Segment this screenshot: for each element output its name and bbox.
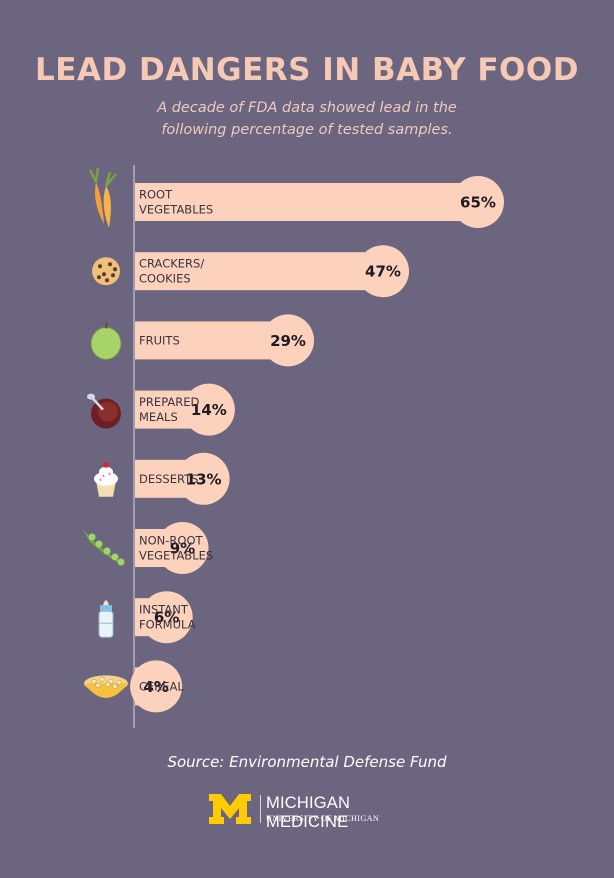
category-label: VEGETABLES bbox=[139, 549, 213, 563]
pea-pod-icon bbox=[82, 528, 126, 566]
bowl-soup bbox=[98, 401, 118, 422]
bottle-body bbox=[98, 610, 114, 638]
apple-icon bbox=[90, 322, 122, 360]
subtitle-line-1: A decade of FDA data showed lead in the bbox=[157, 100, 457, 116]
category-label: PREPARED bbox=[139, 395, 200, 409]
cereal-piece bbox=[105, 681, 111, 687]
apple-stem bbox=[105, 322, 108, 329]
category-label: FRUITS bbox=[139, 333, 180, 347]
category-label: CEREAL bbox=[139, 679, 184, 693]
spoon-head bbox=[87, 393, 95, 400]
carrot-icon bbox=[88, 167, 117, 228]
carrot-leaves bbox=[88, 167, 117, 187]
cupcake-frosting bbox=[94, 471, 118, 486]
cupcake-sprinkles bbox=[99, 472, 111, 482]
bar-end-circle bbox=[130, 660, 183, 713]
source-note: Source: Environmental Defense Fund bbox=[167, 753, 447, 771]
value-label: 4% bbox=[143, 678, 168, 696]
spoon-handle bbox=[91, 396, 104, 411]
bar-end-circle bbox=[156, 522, 209, 574]
value-label: 14% bbox=[191, 401, 227, 419]
category-label: ROOT bbox=[139, 188, 173, 202]
bar-end-circle bbox=[140, 591, 193, 644]
category-label: NON-ROOT bbox=[139, 534, 204, 548]
pea bbox=[95, 540, 103, 548]
cookie-chip bbox=[111, 273, 115, 278]
cereal-piece bbox=[112, 683, 118, 689]
pea bbox=[88, 533, 96, 541]
michigan-medicine-logo: MICHIGAN MEDICINE UNIVERSITY OF MICHIGAN bbox=[208, 793, 408, 831]
bar bbox=[135, 183, 478, 221]
cookie-chip bbox=[98, 264, 102, 269]
cereal-piece bbox=[95, 682, 101, 688]
value-label: 29% bbox=[270, 332, 306, 350]
logo-subtitle: UNIVERSITY OF MICHIGAN bbox=[266, 814, 380, 823]
pea bbox=[103, 547, 111, 555]
bar bbox=[135, 252, 384, 291]
value-label: 47% bbox=[365, 263, 401, 281]
cookie-chip bbox=[102, 272, 106, 277]
value-label: 65% bbox=[460, 194, 496, 212]
subtitle-line-2: following percentage of tested samples. bbox=[161, 122, 453, 138]
cereal-piece bbox=[108, 678, 114, 684]
pea bbox=[111, 553, 119, 561]
category-label: DESSERTS bbox=[139, 472, 198, 486]
cookie-icon bbox=[92, 257, 120, 286]
cereal-piece bbox=[91, 678, 97, 684]
bar-end-circle bbox=[452, 176, 504, 228]
cookie-chip bbox=[108, 262, 112, 267]
apple-body bbox=[90, 326, 122, 360]
bottle-cap bbox=[100, 605, 112, 612]
category-label: MEALS bbox=[139, 410, 178, 424]
logo-name: MICHIGAN MEDICINE bbox=[266, 794, 351, 831]
bar-end-circle bbox=[357, 245, 410, 298]
baby-bottle-icon bbox=[98, 600, 114, 638]
category-label: INSTANT bbox=[139, 603, 189, 617]
cupcake-cherry bbox=[103, 461, 109, 468]
cookie-chip bbox=[105, 278, 109, 283]
bar-end-circle bbox=[177, 452, 230, 505]
category-label: FORMULA bbox=[139, 618, 196, 632]
cereal-bowl-icon bbox=[84, 675, 128, 698]
bottle-nipple bbox=[103, 600, 109, 606]
bar-end-circle bbox=[262, 314, 315, 367]
cereal-piece bbox=[99, 676, 105, 682]
soup-bowl-icon bbox=[87, 393, 121, 429]
logo-divider bbox=[260, 795, 261, 823]
chart-subtitle: A decade of FDA data showed lead in the … bbox=[0, 97, 614, 141]
value-label: 13% bbox=[186, 470, 222, 488]
category-label: VEGETABLES bbox=[139, 203, 213, 217]
category-label: CRACKERS/ bbox=[139, 257, 204, 271]
cupcake-icon bbox=[94, 461, 118, 497]
chart-title: LEAD DANGERS IN BABY FOOD bbox=[35, 52, 579, 88]
value-label: 9% bbox=[170, 540, 195, 558]
pea bbox=[117, 558, 125, 566]
carrot-body bbox=[95, 182, 104, 224]
bar-end-circle bbox=[182, 383, 235, 436]
cookie-chip bbox=[113, 267, 117, 272]
cereal-piece bbox=[116, 679, 122, 685]
cookie-chip bbox=[97, 275, 101, 280]
category-label: COOKIES bbox=[139, 272, 191, 286]
bar-chart: 65%ROOTVEGETABLES47%CRACKERS/COOKIES29%F… bbox=[82, 165, 504, 728]
block-m-logo-icon bbox=[209, 794, 251, 824]
cupcake-frosting bbox=[99, 466, 113, 477]
value-label: 6% bbox=[154, 609, 179, 627]
carrot-body bbox=[103, 186, 111, 228]
